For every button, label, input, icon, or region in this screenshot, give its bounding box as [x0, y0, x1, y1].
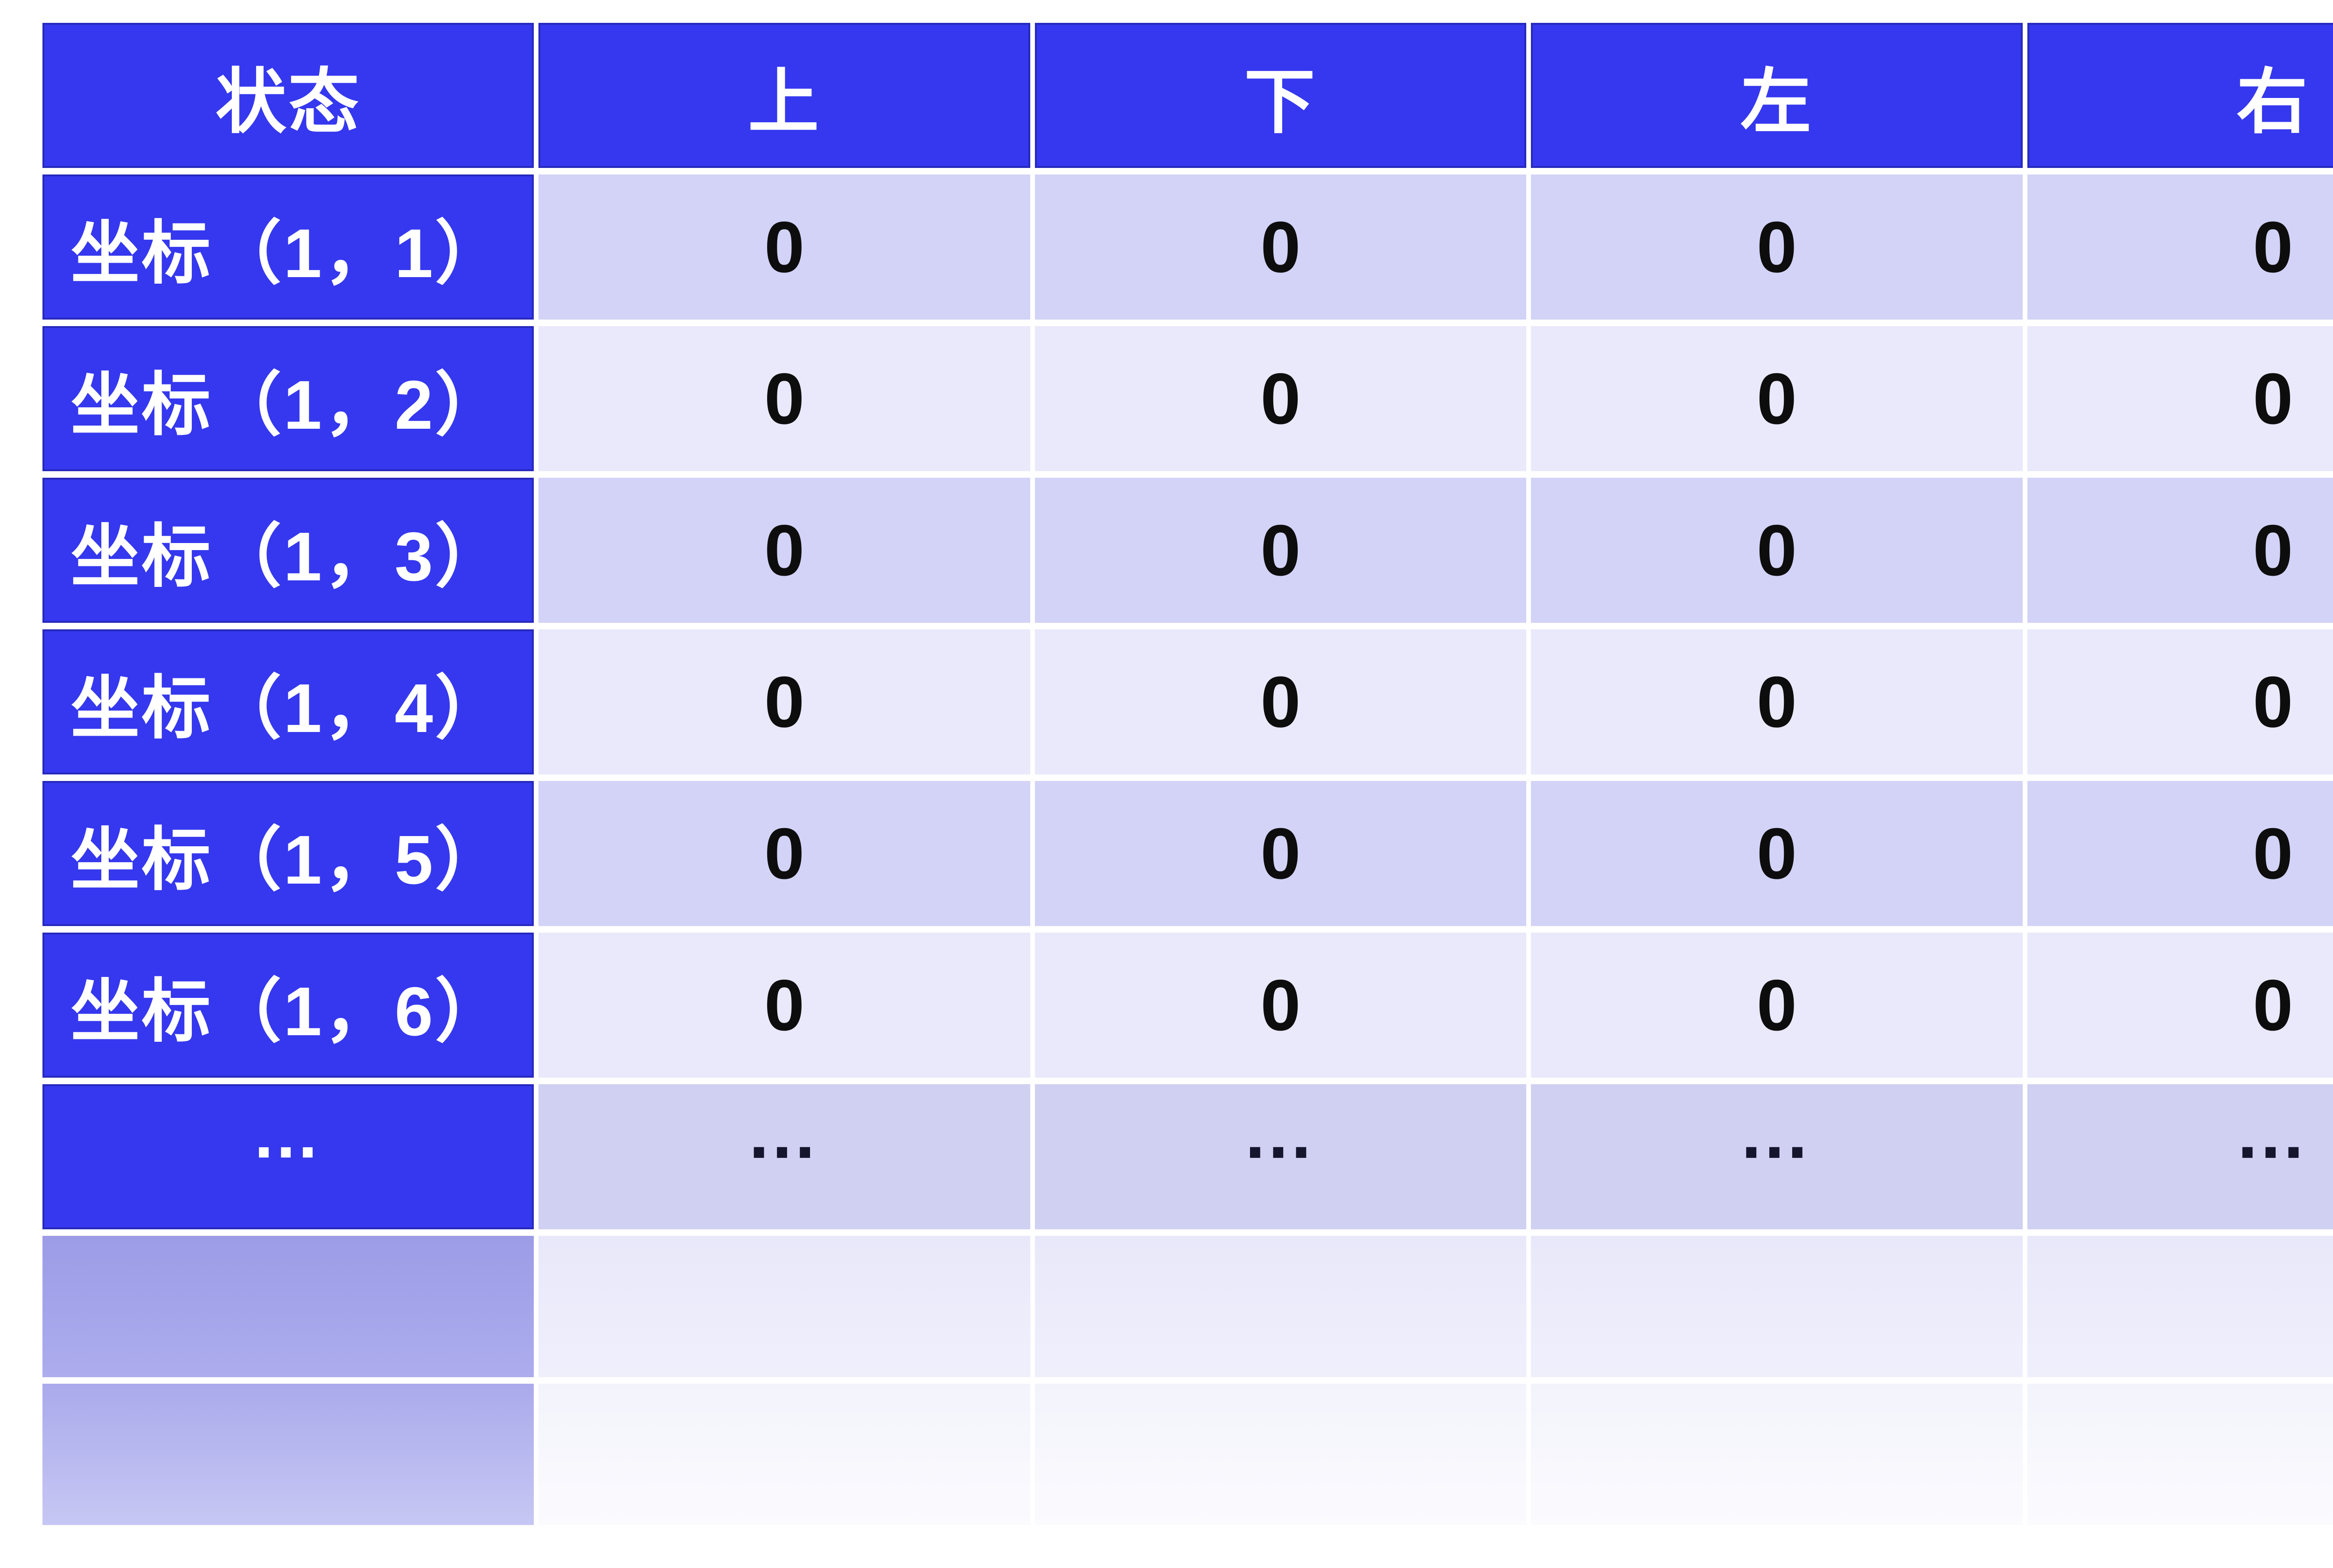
q-value-cell: 0: [1531, 326, 2023, 471]
table-row-coord-1-4: 坐标（1，4） 0 0 0 0: [42, 629, 2333, 774]
q-value-cell: 0: [538, 933, 1030, 1078]
row-label: 坐标（1，4）: [42, 629, 534, 774]
q-value-cell-empty: [2027, 1236, 2333, 1377]
table-row-coord-1-2: 坐标（1，2） 0 0 0 0: [42, 326, 2333, 471]
q-value-cell-empty: [1531, 1236, 2023, 1377]
q-value-cell-ellipsis: …: [2027, 1084, 2333, 1229]
q-value-cell: 0: [1034, 629, 1527, 774]
q-value-cell: 0: [1531, 781, 2023, 926]
header-cell-up: 上: [538, 23, 1030, 168]
table-row-coord-1-3: 坐标（1，3） 0 0 0 0: [42, 478, 2333, 623]
q-value-cell: 0: [2027, 629, 2333, 774]
q-value-cell-empty: [538, 1384, 1030, 1525]
q-value-cell: 0: [1531, 174, 2023, 320]
q-value-cell: 0: [2027, 478, 2333, 623]
ellipsis-text: …: [1242, 1092, 1319, 1173]
table-row-coord-1-6: 坐标（1，6） 0 0 0 0: [42, 933, 2333, 1078]
header-cell-state: 状态: [42, 23, 534, 168]
table-row-coord-1-5: 坐标（1，5） 0 0 0 0: [42, 781, 2333, 926]
header-row: 状态 上 下 左 右: [42, 23, 2333, 168]
q-value-cell-empty: [538, 1236, 1030, 1377]
q-value-cell: 0: [1034, 174, 1527, 320]
table-row-empty-fade-1: [42, 1236, 2333, 1377]
q-value-cell: 0: [1034, 478, 1527, 623]
q-value-cell: 0: [538, 174, 1030, 320]
row-label-ellipsis: …: [42, 1084, 534, 1229]
q-value-cell: 0: [2027, 174, 2333, 320]
q-value-cell: 0: [538, 478, 1030, 623]
q-value-cell-ellipsis: …: [1531, 1084, 2023, 1229]
row-label: 坐标（1，1）: [42, 174, 534, 320]
q-value-cell-empty: [2027, 1384, 2333, 1525]
row-label: 坐标（1，3）: [42, 478, 534, 623]
q-value-cell: 0: [2027, 781, 2333, 926]
q-value-cell: 0: [1531, 933, 2023, 1078]
row-label: 坐标（1，5）: [42, 781, 534, 926]
q-value-cell: 0: [2027, 933, 2333, 1078]
q-value-cell-empty: [1034, 1236, 1527, 1377]
table-row-empty-fade-2: [42, 1384, 2333, 1525]
ellipsis-text: …: [2234, 1092, 2312, 1173]
q-value-cell-empty: [1531, 1384, 2023, 1525]
row-label: 坐标（1，6）: [42, 933, 534, 1078]
q-value-cell: 0: [1531, 478, 2023, 623]
ellipsis-text: …: [1738, 1092, 1816, 1173]
header-cell-right: 右: [2027, 23, 2333, 168]
row-label-empty: [42, 1384, 534, 1525]
q-value-cell: 0: [1034, 326, 1527, 471]
q-value-cell-ellipsis: …: [1034, 1084, 1527, 1229]
q-value-cell: 0: [538, 781, 1030, 926]
header-cell-down: 下: [1034, 23, 1527, 168]
q-value-table: 状态 上 下 左 右 坐标（1，1） 0 0 0 0 坐标（1，2） 0 0 0…: [38, 16, 2333, 1532]
table-row-coord-1-1: 坐标（1，1） 0 0 0 0: [42, 174, 2333, 320]
q-value-cell: 0: [1531, 629, 2023, 774]
table-row-ellipsis: … … … … …: [42, 1084, 2333, 1229]
q-value-cell-empty: [1034, 1384, 1527, 1525]
row-label: 坐标（1，2）: [42, 326, 534, 471]
ellipsis-text: …: [251, 1095, 325, 1172]
q-value-cell: 0: [1034, 933, 1527, 1078]
row-label-empty: [42, 1236, 534, 1377]
q-value-cell: 0: [538, 326, 1030, 471]
ellipsis-text: …: [746, 1092, 823, 1173]
header-cell-left: 左: [1531, 23, 2023, 168]
q-value-cell: 0: [2027, 326, 2333, 471]
q-value-cell-ellipsis: …: [538, 1084, 1030, 1229]
q-value-cell: 0: [538, 629, 1030, 774]
q-value-cell: 0: [1034, 781, 1527, 926]
